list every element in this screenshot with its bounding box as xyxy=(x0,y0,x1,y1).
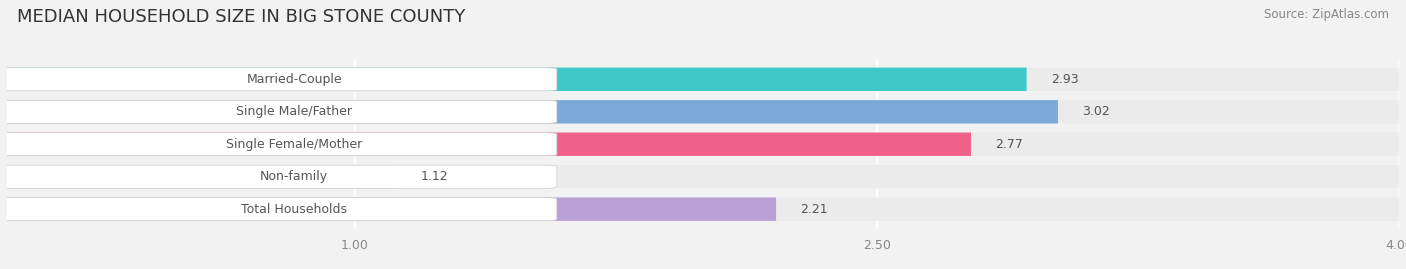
FancyBboxPatch shape xyxy=(7,165,396,188)
Text: Single Female/Mother: Single Female/Mother xyxy=(226,138,363,151)
FancyBboxPatch shape xyxy=(7,197,776,221)
FancyBboxPatch shape xyxy=(7,197,1399,221)
Text: 2.93: 2.93 xyxy=(1050,73,1078,86)
Text: Married-Couple: Married-Couple xyxy=(246,73,342,86)
FancyBboxPatch shape xyxy=(0,165,557,188)
FancyBboxPatch shape xyxy=(7,165,1399,188)
Text: Source: ZipAtlas.com: Source: ZipAtlas.com xyxy=(1264,8,1389,21)
Text: Total Households: Total Households xyxy=(240,203,347,216)
FancyBboxPatch shape xyxy=(0,68,557,91)
Text: 2.21: 2.21 xyxy=(800,203,828,216)
Text: MEDIAN HOUSEHOLD SIZE IN BIG STONE COUNTY: MEDIAN HOUSEHOLD SIZE IN BIG STONE COUNT… xyxy=(17,8,465,26)
FancyBboxPatch shape xyxy=(7,133,972,156)
Text: 1.12: 1.12 xyxy=(422,170,449,183)
Text: 3.02: 3.02 xyxy=(1083,105,1111,118)
FancyBboxPatch shape xyxy=(7,100,1399,123)
Text: Non-family: Non-family xyxy=(260,170,328,183)
FancyBboxPatch shape xyxy=(0,198,557,221)
Text: 2.77: 2.77 xyxy=(995,138,1024,151)
FancyBboxPatch shape xyxy=(7,100,1057,123)
FancyBboxPatch shape xyxy=(7,133,1399,156)
FancyBboxPatch shape xyxy=(0,100,557,123)
Text: Single Male/Father: Single Male/Father xyxy=(236,105,352,118)
FancyBboxPatch shape xyxy=(7,68,1399,91)
FancyBboxPatch shape xyxy=(0,133,557,156)
FancyBboxPatch shape xyxy=(7,68,1026,91)
